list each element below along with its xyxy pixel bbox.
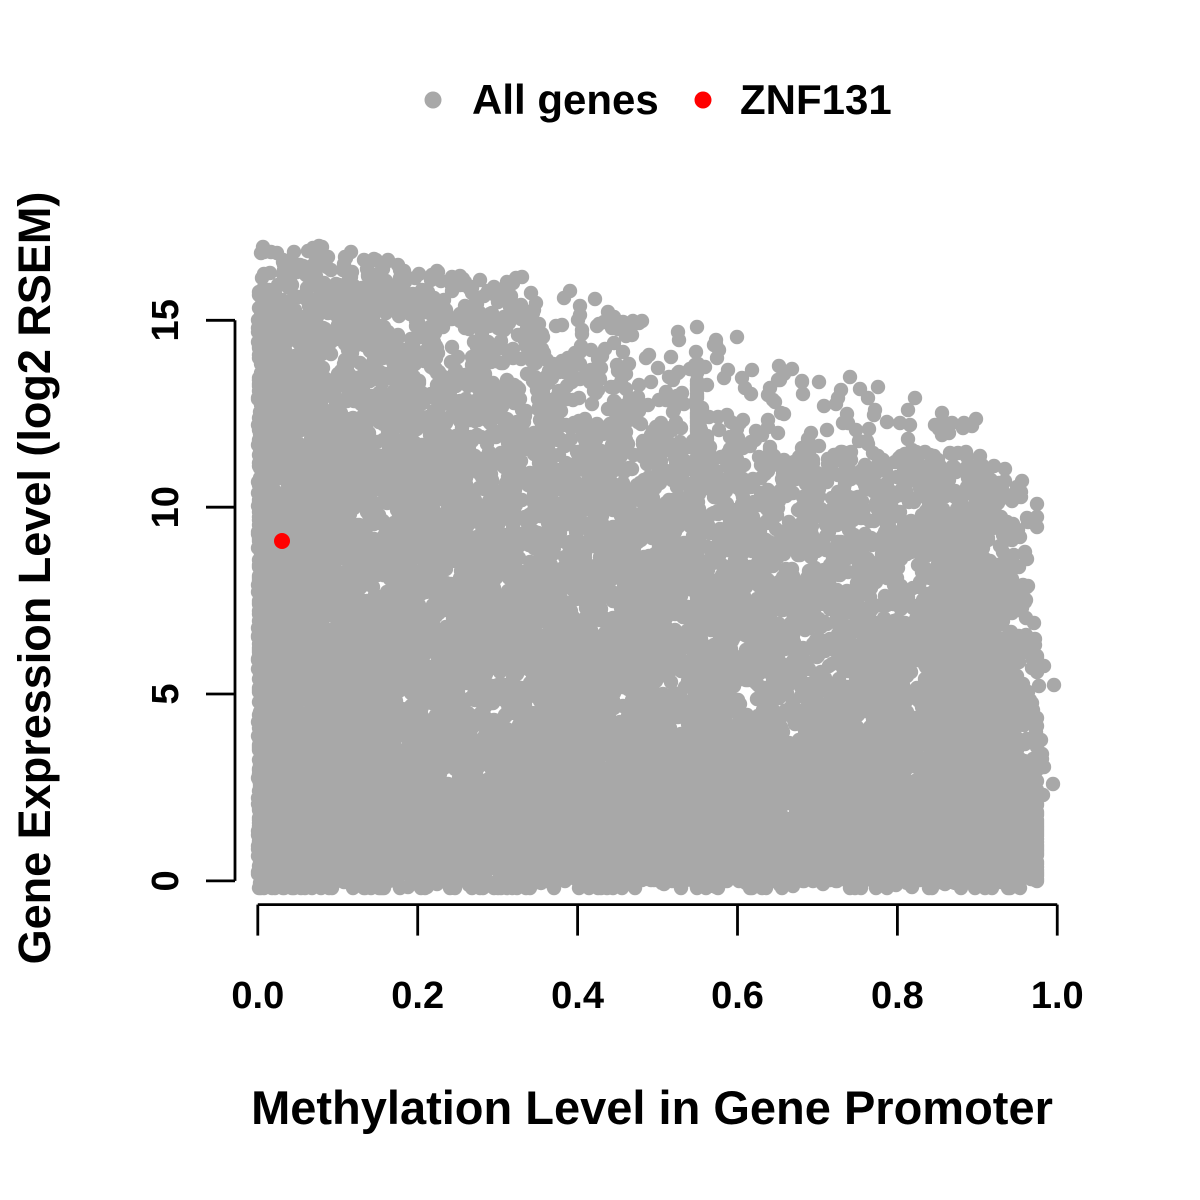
svg-text:Methylation Level in Gene Prom: Methylation Level in Gene Promoter bbox=[251, 1081, 1053, 1134]
svg-text:All genes: All genes bbox=[472, 76, 659, 123]
svg-text:0.6: 0.6 bbox=[711, 975, 764, 1017]
svg-text:15: 15 bbox=[145, 299, 187, 341]
svg-text:0: 0 bbox=[145, 870, 187, 891]
svg-text:0.0: 0.0 bbox=[231, 975, 284, 1017]
svg-text:Gene Expression Level (log2 RS: Gene Expression Level (log2 RSEM) bbox=[9, 192, 60, 965]
svg-text:0.2: 0.2 bbox=[391, 975, 444, 1017]
svg-text:0.4: 0.4 bbox=[551, 975, 604, 1017]
svg-text:ZNF131: ZNF131 bbox=[740, 76, 892, 123]
svg-text:5: 5 bbox=[145, 683, 187, 704]
svg-text:0.8: 0.8 bbox=[871, 975, 924, 1017]
svg-text:10: 10 bbox=[145, 486, 187, 528]
svg-text:1.0: 1.0 bbox=[1031, 975, 1084, 1017]
